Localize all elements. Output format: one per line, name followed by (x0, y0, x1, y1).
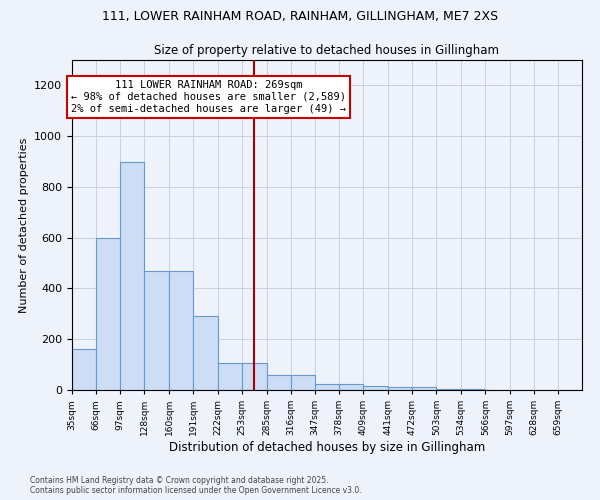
Bar (363, 386, 388, 390)
Bar (96, 238, 120, 390)
Bar (169, 270, 193, 390)
Bar (291, 375, 315, 390)
Bar (72, 350, 96, 390)
X-axis label: Distribution of detached houses by size in Gillingham: Distribution of detached houses by size … (169, 441, 485, 454)
Bar (120, 162, 145, 390)
Bar (461, 388, 485, 390)
Bar (193, 316, 218, 390)
Bar (412, 388, 436, 390)
Bar (388, 388, 412, 390)
Bar (218, 364, 242, 390)
Title: Size of property relative to detached houses in Gillingham: Size of property relative to detached ho… (155, 44, 499, 58)
Bar (315, 384, 339, 390)
Bar (242, 364, 266, 390)
Text: Contains HM Land Registry data © Crown copyright and database right 2025.
Contai: Contains HM Land Registry data © Crown c… (30, 476, 362, 495)
Bar (266, 375, 291, 390)
Bar (436, 388, 461, 390)
Y-axis label: Number of detached properties: Number of detached properties (19, 138, 29, 312)
Bar (145, 270, 169, 390)
Bar (339, 384, 363, 390)
Text: 111 LOWER RAINHAM ROAD: 269sqm
← 98% of detached houses are smaller (2,589)
2% o: 111 LOWER RAINHAM ROAD: 269sqm ← 98% of … (71, 80, 346, 114)
Text: 111, LOWER RAINHAM ROAD, RAINHAM, GILLINGHAM, ME7 2XS: 111, LOWER RAINHAM ROAD, RAINHAM, GILLIN… (102, 10, 498, 23)
